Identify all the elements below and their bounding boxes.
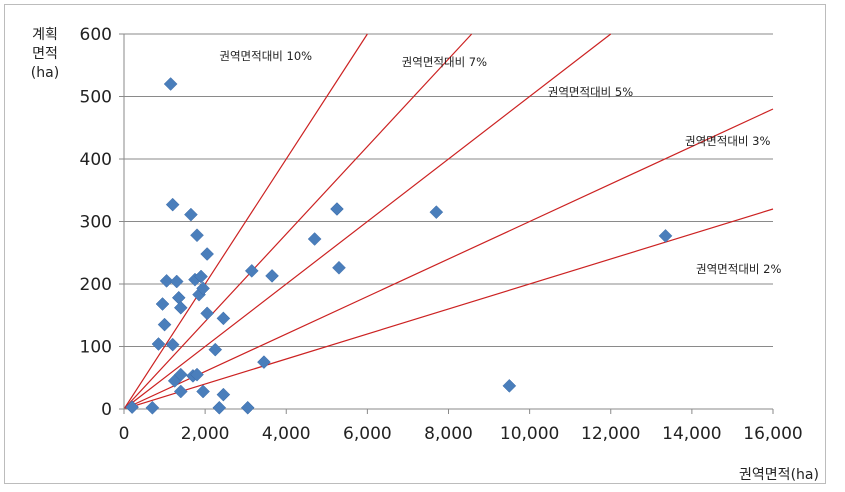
reference-line-label: 권역면적대비 5% xyxy=(548,85,633,99)
data-point xyxy=(165,197,180,212)
data-point xyxy=(244,264,259,278)
data-point xyxy=(155,297,170,311)
data-point xyxy=(165,337,180,352)
data-point xyxy=(163,77,178,91)
data-point xyxy=(658,229,673,243)
x-tick-label: 16,000 xyxy=(743,424,802,444)
data-point xyxy=(212,400,227,415)
data-point xyxy=(194,269,208,284)
data-point xyxy=(200,306,215,321)
x-tick-label: 0 xyxy=(119,424,130,444)
x-tick-label: 10,000 xyxy=(500,424,559,444)
x-tick-label: 6,000 xyxy=(343,424,392,444)
reference-line-label: 권역면적대비 7% xyxy=(402,55,487,69)
data-point xyxy=(429,205,444,219)
reference-line-label: 권역면적대비 2% xyxy=(696,262,781,276)
y-tick-label: 300 xyxy=(80,213,112,233)
data-point xyxy=(184,207,198,222)
y-tick-label: 200 xyxy=(80,275,112,295)
reference-line xyxy=(123,33,368,410)
data-point xyxy=(502,379,517,393)
data-point xyxy=(159,274,174,288)
x-tick-label: 8,000 xyxy=(424,424,473,444)
data-point xyxy=(173,300,188,315)
y-axis-title-line: 계획 xyxy=(32,27,58,43)
data-point xyxy=(171,290,186,305)
reference-line xyxy=(123,108,774,410)
reference-line xyxy=(123,208,774,410)
y-tick-label: 100 xyxy=(80,338,112,358)
data-point xyxy=(200,247,215,261)
y-tick-label: 600 xyxy=(80,25,112,45)
reference-line xyxy=(123,33,473,410)
data-point xyxy=(196,384,210,399)
x-tick-label: 2,000 xyxy=(181,424,230,444)
scatter-plot: 0 2,000 4,000 6,000 8,000 10,000 12,000 14,000 1… xyxy=(31,25,819,483)
y-axis-title-line: 면적 xyxy=(32,46,58,62)
y-tick-label: 0 xyxy=(101,400,112,420)
y-tick-label: 400 xyxy=(80,150,112,170)
data-point xyxy=(196,281,210,296)
reference-line-label: 권역면적대비 10% xyxy=(219,49,312,63)
data-point xyxy=(169,274,184,289)
x-tick-label: 14,000 xyxy=(662,424,721,444)
x-tick-label: 4,000 xyxy=(262,424,311,444)
data-point xyxy=(151,337,166,351)
data-point xyxy=(125,400,139,414)
x-axis-title: 권역면적(ha) xyxy=(739,467,819,483)
y-axis-title-line: (ha) xyxy=(31,65,59,81)
reference-line-label: 권역면적대비 3% xyxy=(685,134,770,148)
data-point xyxy=(330,202,344,216)
gridlines xyxy=(124,33,773,347)
data-point xyxy=(240,400,255,415)
data-point xyxy=(173,384,188,399)
reference-line-labels: 권역면적대비 10% 권역면적대비 7% 권역면적대비 5% 권역면적대비 3% 권역면… xyxy=(219,49,781,276)
data-point xyxy=(265,269,279,283)
reference-line xyxy=(123,33,612,410)
x-tick-label: 12,000 xyxy=(581,424,640,444)
data-point xyxy=(332,260,346,275)
data-point xyxy=(307,232,322,246)
reference-lines xyxy=(123,33,774,410)
data-point xyxy=(173,367,188,382)
data-point xyxy=(216,311,231,326)
tick-labels: 0 2,000 4,000 6,000 8,000 10,000 12,000 14,000 1… xyxy=(80,25,803,444)
chart-frame: 0 2,000 4,000 6,000 8,000 10,000 12,000 14,000 1… xyxy=(4,4,826,484)
data-point xyxy=(157,317,172,332)
data-point xyxy=(216,387,231,402)
data-points xyxy=(125,77,673,415)
data-point xyxy=(190,228,204,243)
data-point xyxy=(145,400,160,415)
data-point xyxy=(190,367,204,382)
data-point xyxy=(208,342,223,357)
data-point xyxy=(257,355,271,369)
y-tick-label: 500 xyxy=(80,88,112,108)
axes xyxy=(119,33,774,414)
